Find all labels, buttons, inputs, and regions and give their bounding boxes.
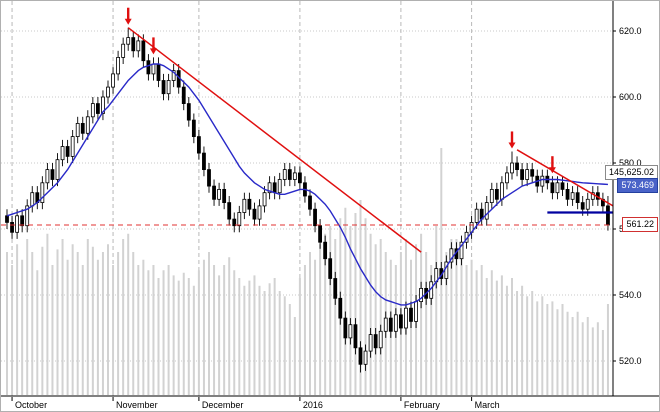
x-month-label: 2016 (303, 400, 323, 410)
x-month-label: December (202, 400, 244, 410)
y-tick-label: 520.0 (619, 356, 642, 366)
y-tick-label: 600.0 (619, 92, 642, 102)
ma-value-badge: 573.469 (617, 178, 658, 193)
y-tick-label: 580.0 (619, 158, 642, 168)
y-tick-label: 540.0 (619, 290, 642, 300)
x-axis-labels: October November December 2016 February March (11, 397, 500, 410)
last-price-label: 561.22 (622, 217, 658, 232)
x-month-label: February (404, 400, 441, 410)
y-tick-label: 620.0 (619, 26, 642, 36)
x-month-label: November (116, 400, 158, 410)
candles (5, 27, 610, 373)
x-month-label: October (15, 400, 47, 410)
trend-lines (127, 27, 614, 253)
ma-line (6, 63, 608, 306)
x-month-label: March (475, 400, 500, 410)
sell-signal-arrows (124, 7, 556, 174)
volume-bars (6, 148, 609, 395)
